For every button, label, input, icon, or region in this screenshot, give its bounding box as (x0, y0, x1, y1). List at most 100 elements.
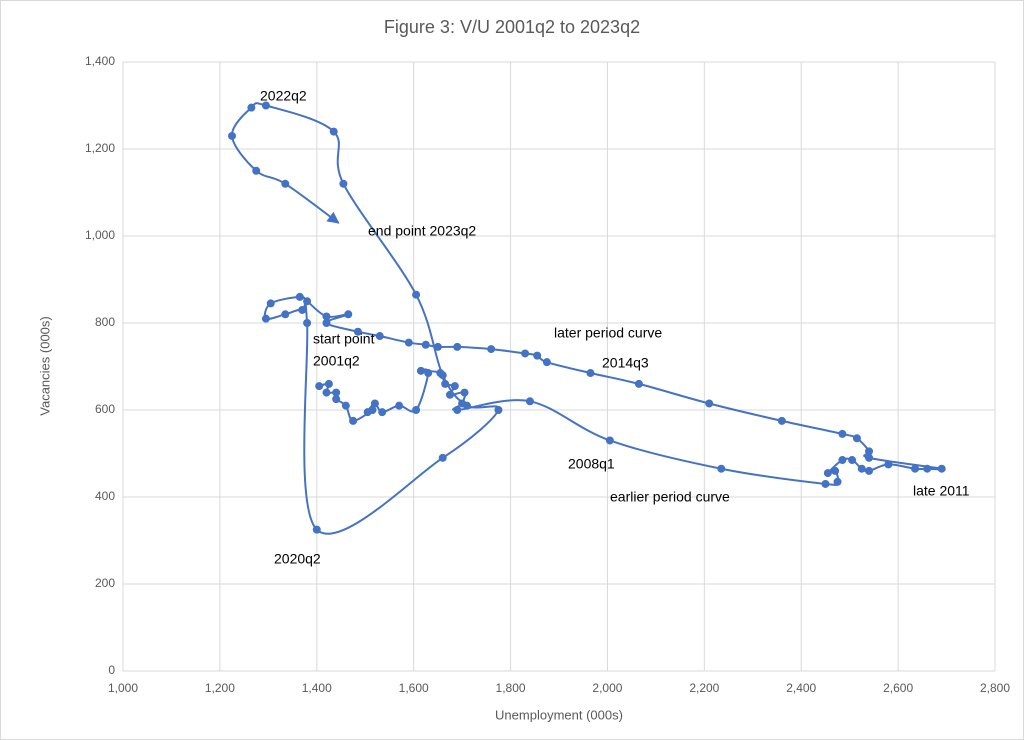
y-tick-label: 1,200 (85, 141, 115, 155)
data-point (363, 408, 372, 417)
x-tick-label: 2,000 (592, 681, 622, 695)
data-point (884, 460, 893, 469)
data-point (281, 179, 290, 188)
data-point (857, 464, 866, 473)
data-point (923, 464, 932, 473)
data-point (349, 416, 358, 425)
data-point (416, 366, 425, 375)
x-tick-label: 1,400 (302, 681, 332, 695)
data-point (777, 416, 786, 425)
data-point (865, 453, 874, 462)
data-point (438, 453, 447, 462)
annotation: 2001q2 (313, 353, 360, 369)
data-point (525, 397, 534, 406)
data-point (378, 408, 387, 417)
data-point (298, 305, 307, 314)
data-point (312, 525, 321, 534)
annotation: earlier period curve (610, 489, 730, 505)
x-tick-label: 2,800 (980, 681, 1010, 695)
data-point (303, 297, 312, 306)
data-point (324, 379, 333, 388)
x-tick-label: 1,200 (205, 681, 235, 695)
data-point (421, 340, 430, 349)
data-point (329, 127, 338, 136)
data-point (303, 319, 312, 327)
y-tick-label: 1,000 (85, 228, 115, 242)
data-point (838, 456, 847, 465)
chart-title: Figure 3: V/U 2001q2 to 2023q2 (384, 17, 640, 37)
x-tick-label: 1,000 (108, 681, 138, 695)
data-point (450, 382, 459, 391)
annotation: 2008q1 (568, 456, 615, 472)
x-axis-title: Unemployment (000s) (495, 707, 623, 722)
x-tick-label: 1,800 (496, 681, 526, 695)
data-point (424, 369, 433, 378)
data-point (911, 464, 920, 473)
y-tick-label: 600 (95, 402, 115, 416)
y-tick-label: 1,400 (85, 54, 115, 68)
y-axis-title: Vacancies (000s) (37, 316, 52, 415)
y-tick-label: 400 (95, 489, 115, 503)
data-point (438, 371, 447, 380)
x-tick-label: 2,200 (689, 681, 719, 695)
data-point (261, 314, 270, 323)
data-point (521, 349, 530, 358)
data-point (821, 479, 830, 488)
data-point (315, 382, 324, 391)
data-point (344, 310, 353, 319)
data-point (375, 332, 384, 341)
data-point (453, 406, 462, 414)
data-point (634, 379, 643, 388)
annotation: late 2011 (913, 483, 970, 499)
data-point (838, 429, 847, 438)
data-point (339, 179, 348, 188)
data-point (487, 345, 496, 354)
y-tick-label: 200 (95, 576, 115, 590)
data-point (332, 388, 341, 397)
data-point (441, 379, 450, 388)
data-point (848, 456, 857, 465)
data-point (542, 358, 551, 367)
data-point (341, 401, 350, 410)
annotation: 2020q2 (274, 551, 321, 567)
data-point (322, 312, 331, 321)
annotation: start point (313, 331, 375, 347)
data-point (460, 388, 469, 397)
data-point (937, 464, 946, 473)
data-point (404, 338, 413, 347)
data-point (533, 351, 542, 360)
x-tick-label: 1,600 (399, 681, 429, 695)
data-point (332, 395, 341, 404)
annotation: end point 2023q2 (368, 223, 476, 239)
data-point (370, 399, 379, 408)
data-point (453, 342, 462, 351)
annotation: 2014q3 (602, 355, 649, 371)
data-point (353, 327, 362, 336)
data-point (831, 466, 840, 475)
data-point (228, 131, 236, 140)
data-point (462, 401, 471, 410)
data-point (865, 447, 874, 456)
data-point (494, 406, 503, 414)
data-point (412, 406, 421, 414)
data-point (433, 342, 442, 351)
annotation: 2022q2 (260, 88, 307, 104)
data-point (395, 401, 404, 410)
data-point (823, 469, 832, 478)
data-point (281, 310, 290, 319)
data-point (586, 369, 595, 378)
data-point (852, 434, 861, 443)
data-point (322, 319, 331, 327)
data-point (412, 290, 421, 299)
data-point (717, 464, 726, 473)
data-point (261, 101, 270, 110)
data-point (252, 166, 261, 175)
data-point (705, 399, 714, 408)
y-tick-label: 0 (108, 663, 115, 677)
data-point (865, 466, 874, 475)
data-point (295, 292, 304, 301)
data-point (833, 477, 842, 486)
data-point (322, 388, 331, 397)
